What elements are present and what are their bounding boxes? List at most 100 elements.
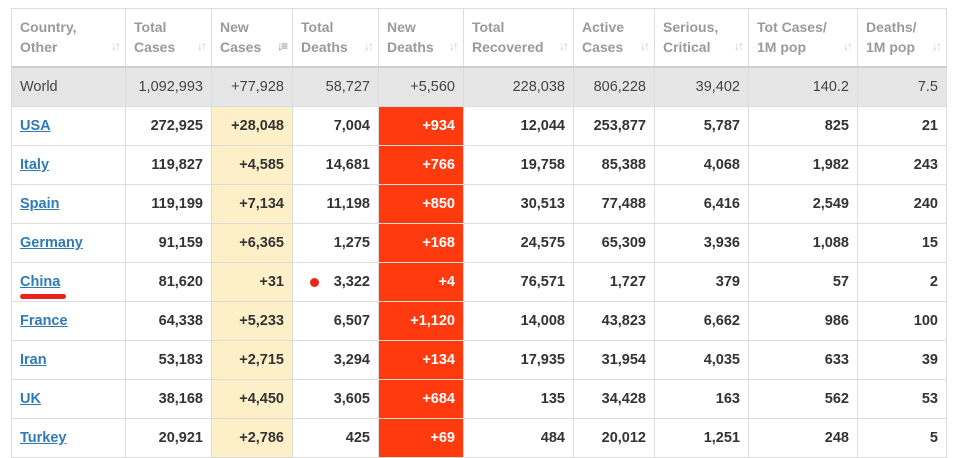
cell-serious-critical: 4,068 xyxy=(654,145,749,185)
cell-tot-cases-1m: 57 xyxy=(748,262,858,302)
cell-new-cases: +7,134 xyxy=(211,184,293,224)
cell-country: China xyxy=(11,262,126,302)
cell-value: 4,035 xyxy=(703,352,740,368)
sort-arrows-icon[interactable]: ↓↑ xyxy=(449,38,459,53)
cell-total-cases: 64,338 xyxy=(125,301,212,341)
column-header-label-line1: Total xyxy=(134,19,167,36)
cell-value: +2,786 xyxy=(239,430,284,446)
cell-value: 119,199 xyxy=(151,196,203,212)
cell-value: +684 xyxy=(422,391,455,407)
cell-value: 81,620 xyxy=(158,274,203,290)
cell-new-deaths: +684 xyxy=(378,379,464,419)
country-link[interactable]: UK xyxy=(20,391,41,407)
column-header-label-line2: Recovered xyxy=(472,39,544,56)
column-header-new-deaths[interactable]: New Deaths ↓↑ xyxy=(378,8,464,68)
cell-tot-cases-1m: 1,088 xyxy=(748,223,858,263)
country-link[interactable]: Italy xyxy=(20,157,50,173)
column-header-label-line2: 1M pop xyxy=(866,39,915,56)
cell-value: 20,012 xyxy=(601,430,646,446)
column-header-label-line1: Total xyxy=(301,19,334,36)
cell-value: 1,982 xyxy=(812,157,849,173)
cell-value: 14,008 xyxy=(520,313,565,329)
cell-value: 825 xyxy=(824,118,849,134)
country-link[interactable]: Turkey xyxy=(20,430,67,446)
sort-arrows-icon[interactable]: ↓↑ xyxy=(843,38,853,53)
cell-country: USA xyxy=(11,106,126,146)
column-header-total-recovered[interactable]: Total Recovered ↓↑ xyxy=(463,8,574,68)
column-header-label-line2: Critical xyxy=(663,39,711,56)
column-header-country[interactable]: Country, Other ↓↑ xyxy=(11,8,126,68)
country-link[interactable]: Iran xyxy=(20,352,47,368)
cell-new-cases: +28,048 xyxy=(211,106,293,146)
sort-arrows-icon[interactable]: ↓↑ xyxy=(932,38,942,53)
country-link[interactable]: France xyxy=(20,313,68,329)
cell-value: 379 xyxy=(715,274,740,290)
cell-new-cases: +2,715 xyxy=(211,340,293,380)
cell-serious-critical: 6,416 xyxy=(654,184,749,224)
cell-total-recovered: 19,758 xyxy=(463,145,574,185)
cell-value: 20,921 xyxy=(158,430,203,446)
cell-value: 3,294 xyxy=(333,352,370,368)
column-header-label-line2: Cases xyxy=(134,39,176,56)
cell-value: 21 xyxy=(921,118,938,134)
cell-total-recovered: 14,008 xyxy=(463,301,574,341)
cell-value: +4,450 xyxy=(239,391,284,407)
cell-tot-cases-1m: 986 xyxy=(748,301,858,341)
cell-value: 1,727 xyxy=(609,274,646,290)
country-link[interactable]: Germany xyxy=(20,235,83,251)
cell-total-cases: 119,199 xyxy=(125,184,212,224)
column-header-label-line2: Cases xyxy=(582,39,624,56)
cell-total-cases: 272,925 xyxy=(125,106,212,146)
country-link[interactable]: USA xyxy=(20,118,51,134)
column-header-new-cases[interactable]: New Cases ↓≡ xyxy=(211,8,293,68)
cell-new-cases: +5,233 xyxy=(211,301,293,341)
sort-arrows-icon[interactable]: ↓↑ xyxy=(640,38,650,53)
cell-deaths-1m: 39 xyxy=(857,340,947,380)
sort-descending-icon[interactable]: ↓≡ xyxy=(276,38,288,53)
cell-total-cases: 91,159 xyxy=(125,223,212,263)
cell-tot-cases-1m: 825 xyxy=(748,106,858,146)
column-header-label-line1: Country, xyxy=(20,19,77,36)
cell-value: 14,681 xyxy=(325,157,370,173)
cell-total-recovered: 30,513 xyxy=(463,184,574,224)
column-header-label-line1: New xyxy=(387,19,416,36)
cell-new-deaths: +134 xyxy=(378,340,464,380)
cell-total-deaths: 7,004 xyxy=(292,106,379,146)
column-header-total-deaths[interactable]: Total Deaths ↓↑ xyxy=(292,8,379,68)
sort-arrows-icon[interactable]: ↓↑ xyxy=(734,38,744,53)
cell-value: +934 xyxy=(422,118,455,134)
sort-arrows-icon[interactable]: ↓↑ xyxy=(111,38,121,53)
cell-active-cases: 34,428 xyxy=(573,379,655,419)
country-link[interactable]: Spain xyxy=(20,196,60,212)
column-header-serious-critical[interactable]: Serious, Critical ↓↑ xyxy=(654,8,749,68)
cell-tot-cases-1m: 248 xyxy=(748,418,858,458)
cell-active-cases: 77,488 xyxy=(573,184,655,224)
cell-value: 100 xyxy=(913,313,938,329)
table-row: Iran 53,183 +2,715 3,294 +134 17,935 31,954 4,0… xyxy=(11,340,947,380)
cell-value: 253,877 xyxy=(593,118,646,134)
column-header-label-line2: Deaths xyxy=(301,39,348,56)
country-link[interactable]: China xyxy=(20,274,61,290)
sort-arrows-icon[interactable]: ↓↑ xyxy=(364,38,374,53)
cell-new-cases: +31 xyxy=(211,262,293,302)
table-row: Turkey 20,921 +2,786 425 +69 484 20,012 1,251 24… xyxy=(11,418,947,458)
coronavirus-stats-table: Country, Other ↓↑ Total Cases ↓↑ New Cases ↓≡ Tot… xyxy=(11,8,947,458)
column-header-active-cases[interactable]: Active Cases ↓↑ xyxy=(573,8,655,68)
cell-value: +766 xyxy=(422,157,455,173)
sort-arrows-icon[interactable]: ↓↑ xyxy=(559,38,569,53)
cell-value: 3,605 xyxy=(333,391,370,407)
table-row: UK 38,168 +4,450 3,605 +684 135 34,428 163 562 53 xyxy=(11,379,947,419)
cell-value: 562 xyxy=(824,391,849,407)
cell-total-cases: 38,168 xyxy=(125,379,212,419)
sort-arrows-icon[interactable]: ↓↑ xyxy=(197,38,207,53)
world-total-row: World 1,092,993 +77,928 58,727 +5,560 228,038… xyxy=(11,66,947,107)
cell-value: 484 xyxy=(540,430,565,446)
column-header-deaths-per-1m[interactable]: Deaths/1M pop ↓↑ xyxy=(857,8,947,68)
cell-deaths-1m: 243 xyxy=(857,145,947,185)
column-header-tot-cases-per-1m[interactable]: Tot Cases/1M pop ↓↑ xyxy=(748,8,858,68)
column-header-total-cases[interactable]: Total Cases ↓↑ xyxy=(125,8,212,68)
cell-deaths-1m: 240 xyxy=(857,184,947,224)
cell-value: 3,936 xyxy=(703,235,740,251)
cell-value: 1,088 xyxy=(812,235,849,251)
cell-total-recovered: 135 xyxy=(463,379,574,419)
